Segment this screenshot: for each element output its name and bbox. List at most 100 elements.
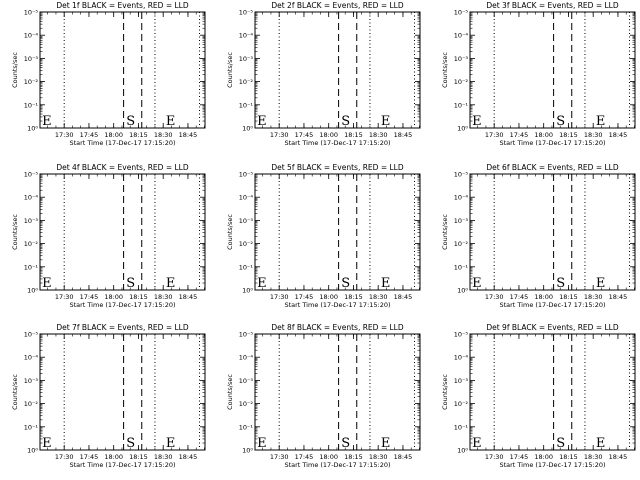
detector-panel: Det 8f BLACK = Events, RED = LLD 10⁰ 10⁻¹ 1…	[215, 322, 425, 480]
y-tick-label: 10⁻²	[239, 78, 254, 86]
detector-panel: Det 9f BLACK = Events, RED = LLD 10⁰ 10⁻¹ 1…	[430, 322, 640, 480]
x-tick-label: 18:15	[129, 131, 148, 139]
x-tick-label: 18:45	[394, 131, 413, 139]
x-tick-label: 17:45	[295, 293, 314, 301]
end-marker: E	[381, 276, 391, 291]
x-tick-label: 18:30	[584, 453, 603, 461]
y-tick-label: 10⁻¹	[239, 101, 254, 109]
x-axis-label: Start Time (17-Dec-17 17:15:20)	[284, 139, 390, 147]
x-tick-label: 18:15	[559, 453, 578, 461]
plot-frame	[469, 11, 636, 129]
end-marker: E	[257, 436, 267, 451]
x-tick-label: 18:15	[559, 293, 578, 301]
x-tick-label: 18:45	[609, 131, 628, 139]
plot-frame	[39, 11, 206, 129]
y-tick-label: 10⁰	[27, 287, 38, 295]
x-tick-label: 17:30	[270, 131, 289, 139]
start-marker: S	[556, 436, 565, 451]
y-tick-label: 10⁰	[242, 287, 253, 295]
y-tick-label: 10⁻¹	[454, 101, 469, 109]
y-axis-label: Counts/sec	[441, 52, 449, 88]
y-tick-label: 10⁻⁵	[239, 171, 254, 179]
y-tick-label: 10⁻⁵	[24, 9, 39, 17]
y-tick-label: 10⁻¹	[454, 263, 469, 271]
end-marker: E	[596, 276, 606, 291]
y-tick-label: 10⁻¹	[24, 263, 39, 271]
x-tick-label: 18:45	[179, 293, 198, 301]
y-tick-label: 10⁻³	[24, 217, 39, 225]
y-tick-label: 10⁻³	[239, 217, 254, 225]
end-marker: E	[472, 114, 482, 129]
y-tick-label: 10⁻⁵	[239, 9, 254, 17]
chart-title: Det 2f BLACK = Events, RED = LLD	[271, 1, 404, 10]
x-tick-label: 18:45	[609, 453, 628, 461]
y-axis-label: Counts/sec	[11, 374, 19, 410]
x-tick-label: 18:30	[154, 453, 173, 461]
y-tick-label: 10⁻²	[24, 240, 39, 248]
x-tick-label: 18:45	[179, 131, 198, 139]
detector-chart: Det 7f BLACK = Events, RED = LLD 10⁰ 10⁻¹ 1…	[11, 323, 206, 469]
x-tick-label: 18:30	[369, 293, 388, 301]
x-tick-label: 18:30	[154, 131, 173, 139]
y-tick-label: 10⁻³	[239, 377, 254, 385]
y-tick-label: 10⁻²	[239, 400, 254, 408]
x-tick-label: 17:30	[270, 453, 289, 461]
y-tick-label: 10⁻⁵	[454, 171, 469, 179]
end-marker: E	[596, 436, 606, 451]
y-tick-label: 10⁻⁵	[454, 331, 469, 339]
end-marker: E	[42, 276, 52, 291]
y-tick-label: 10⁻⁴	[24, 354, 39, 362]
end-marker: E	[42, 114, 52, 129]
chart-title: Det 6f BLACK = Events, RED = LLD	[486, 163, 619, 172]
x-tick-label: 17:45	[510, 131, 529, 139]
y-axis-label: Counts/sec	[226, 214, 234, 250]
x-axis-label: Start Time (17-Dec-17 17:15:20)	[284, 461, 390, 469]
x-tick-label: 18:30	[369, 453, 388, 461]
y-tick-label: 10⁻³	[24, 377, 39, 385]
y-axis-label: Counts/sec	[11, 214, 19, 250]
detector-chart: Det 5f BLACK = Events, RED = LLD 10⁰ 10⁻¹ 1…	[226, 163, 421, 309]
x-tick-label: 18:45	[609, 293, 628, 301]
plot-frame	[254, 173, 421, 291]
x-tick-label: 18:15	[344, 453, 363, 461]
y-tick-label: 10⁻³	[454, 55, 469, 63]
x-tick-label: 18:45	[394, 293, 413, 301]
plot-frame	[39, 173, 206, 291]
chart-title: Det 9f BLACK = Events, RED = LLD	[486, 323, 619, 332]
x-tick-label: 18:00	[319, 453, 338, 461]
y-tick-label: 10⁻³	[24, 55, 39, 63]
x-tick-label: 18:00	[319, 293, 338, 301]
x-tick-label: 18:30	[154, 293, 173, 301]
start-marker: S	[126, 276, 135, 291]
y-tick-label: 10⁻³	[239, 55, 254, 63]
chart-title: Det 4f BLACK = Events, RED = LLD	[56, 163, 189, 172]
detector-panel: Det 3f BLACK = Events, RED = LLD 10⁰ 10⁻¹ 1…	[430, 0, 640, 158]
detector-chart: Det 8f BLACK = Events, RED = LLD 10⁰ 10⁻¹ 1…	[226, 323, 421, 469]
x-tick-label: 18:00	[534, 131, 553, 139]
x-tick-label: 17:30	[270, 293, 289, 301]
end-marker: E	[257, 276, 267, 291]
detector-panel: Det 1f BLACK = Events, RED = LLD 10⁰ 10⁻¹ 1…	[0, 0, 210, 158]
end-marker: E	[381, 114, 391, 129]
x-tick-label: 18:30	[584, 293, 603, 301]
end-marker: E	[166, 114, 176, 129]
y-tick-label: 10⁻²	[24, 400, 39, 408]
x-tick-label: 18:00	[319, 131, 338, 139]
end-marker: E	[381, 436, 391, 451]
chart-title: Det 5f BLACK = Events, RED = LLD	[271, 163, 404, 172]
y-tick-label: 10⁻⁴	[24, 194, 39, 202]
plot-frame	[39, 333, 206, 451]
x-tick-label: 18:00	[104, 293, 123, 301]
end-marker: E	[472, 276, 482, 291]
x-tick-label: 18:00	[534, 293, 553, 301]
y-tick-label: 10⁻⁴	[454, 32, 469, 40]
y-tick-label: 10⁻²	[239, 240, 254, 248]
y-tick-label: 10⁰	[242, 125, 253, 133]
detector-chart: Det 3f BLACK = Events, RED = LLD 10⁰ 10⁻¹ 1…	[441, 1, 636, 147]
y-tick-label: 10⁰	[457, 287, 468, 295]
y-tick-label: 10⁻⁴	[454, 354, 469, 362]
x-axis-label: Start Time (17-Dec-17 17:15:20)	[499, 301, 605, 309]
y-tick-label: 10⁻²	[454, 400, 469, 408]
end-marker: E	[166, 276, 176, 291]
plot-frame	[469, 333, 636, 451]
